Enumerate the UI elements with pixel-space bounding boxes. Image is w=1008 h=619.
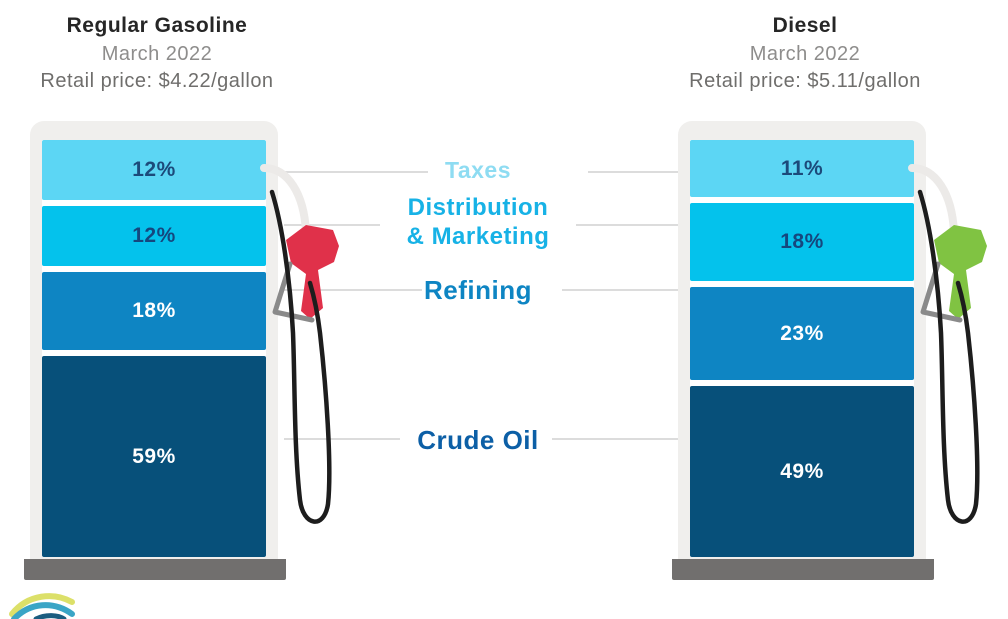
nozzle-hose xyxy=(917,189,980,524)
diesel-crude-segment: 49% xyxy=(690,386,914,557)
crude-connector-right xyxy=(552,438,678,440)
category-label-crude-oil: Crude Oil xyxy=(417,425,539,455)
diesel-header: Diesel March 2022 Retail price: $5.11/ga… xyxy=(652,14,958,93)
diesel-pump-segments: 11% 18% 23% 49% xyxy=(690,140,914,557)
gasoline-nozzle-icon xyxy=(260,164,339,524)
diesel-taxes-segment: 11% xyxy=(690,140,914,197)
gasoline-refining-segment: 18% xyxy=(42,272,266,350)
logo-yellow-arc xyxy=(9,593,75,617)
gasoline-taxes-segment: 12% xyxy=(42,140,266,200)
diesel-refining-segment: 23% xyxy=(690,287,914,380)
refining-connector-right xyxy=(562,289,678,291)
gasoline-pump-segments: 12% 12% 18% 59% xyxy=(42,140,266,557)
refining-connector-left xyxy=(284,289,422,291)
gasoline-crude-segment: 59% xyxy=(42,356,266,557)
diesel-title: Diesel xyxy=(772,14,838,37)
category-label-distribution-marketing: Distribution & Marketing xyxy=(406,194,550,250)
nozzle-body xyxy=(934,225,987,319)
logo-teal-arc xyxy=(11,602,75,619)
gasoline-pump: 12% 12% 18% 59% xyxy=(30,121,278,563)
eia-logo-partial-icon xyxy=(9,593,75,619)
gasoline-retail-price: Retail price: $4.22/gallon xyxy=(40,70,274,92)
nozzle-supply-hose xyxy=(260,164,310,236)
nozzle-supply-hose xyxy=(908,164,958,236)
diesel-pump: 11% 18% 23% 49% xyxy=(678,121,926,563)
category-label-refining: Refining xyxy=(424,275,532,305)
distribution-connector-left xyxy=(284,224,380,226)
taxes-connector-left xyxy=(284,171,428,173)
crude-connector-left xyxy=(284,438,400,440)
nozzle-trigger-guard xyxy=(272,261,315,323)
diesel-pump-base xyxy=(672,559,934,580)
gasoline-header: Regular Gasoline March 2022 Retail price… xyxy=(4,14,310,93)
diesel-distribution-segment: 18% xyxy=(690,203,914,281)
gasoline-distribution-segment: 12% xyxy=(42,206,266,266)
gasoline-title: Regular Gasoline xyxy=(66,14,248,37)
distribution-connector-right xyxy=(576,224,678,226)
nozzle-hose xyxy=(269,189,332,524)
nozzle-trigger-guard xyxy=(920,261,963,323)
category-label-taxes: Taxes xyxy=(444,157,511,183)
diesel-nozzle-icon xyxy=(908,164,987,524)
gasoline-subtitle: March 2022 xyxy=(101,43,213,65)
nozzle-body xyxy=(286,225,339,319)
taxes-connector-right xyxy=(588,171,678,173)
logo-dark-arc xyxy=(33,613,67,619)
diesel-subtitle: March 2022 xyxy=(749,43,861,65)
diesel-retail-price: Retail price: $5.11/gallon xyxy=(689,70,921,92)
gasoline-pump-base xyxy=(24,559,286,580)
